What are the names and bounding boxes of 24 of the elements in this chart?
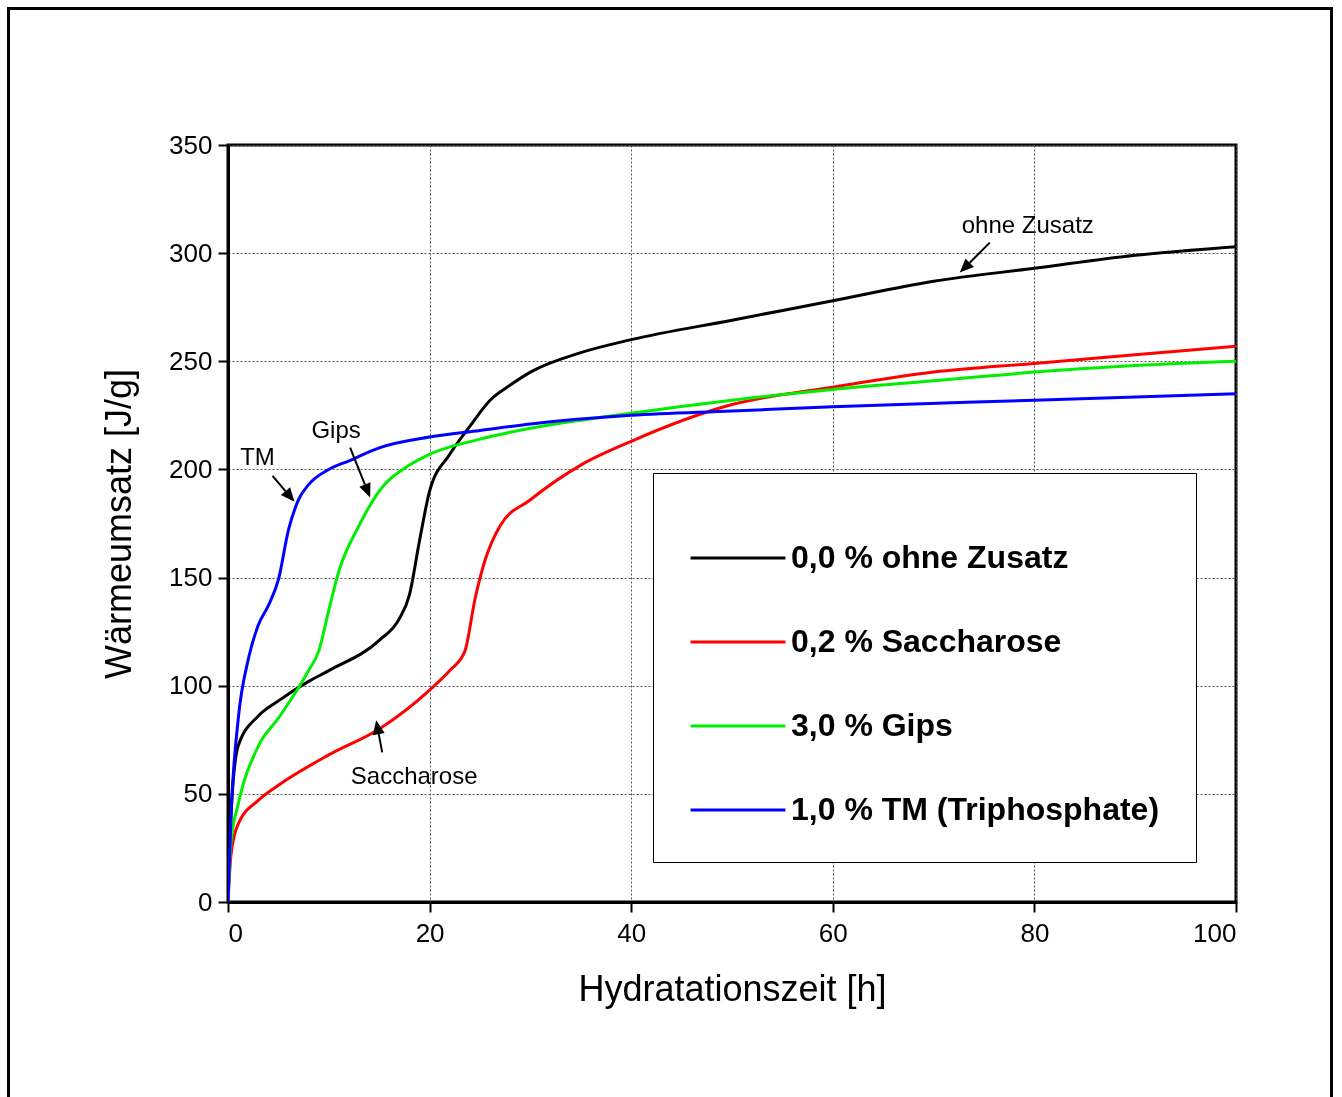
legend-label: 3,0 % Gips xyxy=(791,707,953,743)
legend-label: 0,2 % Saccharose xyxy=(791,623,1062,659)
y-tick-label: 0 xyxy=(198,886,213,917)
x-tick-label: 20 xyxy=(415,917,445,948)
y-tick-label: 100 xyxy=(169,670,213,701)
x-tick-label: 40 xyxy=(617,917,647,948)
x-axis-title: Hydratationszeit [h] xyxy=(578,967,887,1009)
y-tick-label: 50 xyxy=(183,778,213,809)
x-tick-label: 100 xyxy=(1193,917,1237,948)
x-tick-label: 0 xyxy=(228,917,243,948)
x-tick-label: 60 xyxy=(818,917,848,948)
y-tick-label: 250 xyxy=(169,345,213,376)
annotation: TM xyxy=(240,443,275,471)
annotation: Gips xyxy=(311,415,361,443)
y-tick-label: 150 xyxy=(169,562,213,593)
y-tick-label: 300 xyxy=(169,237,213,268)
legend-label: 0,0 % ohne Zusatz xyxy=(791,539,1069,575)
y-axis-title: Wärmeumsatz [J/g] xyxy=(98,368,140,680)
y-tick-label: 350 xyxy=(169,129,213,160)
annotation: Saccharose xyxy=(350,761,478,789)
legend-label: 1,0 % TM (Triphosphate) xyxy=(791,791,1160,827)
x-tick-label: 80 xyxy=(1020,917,1050,948)
y-tick-label: 200 xyxy=(169,453,213,484)
annotation: ohne Zusatz xyxy=(961,210,1094,238)
